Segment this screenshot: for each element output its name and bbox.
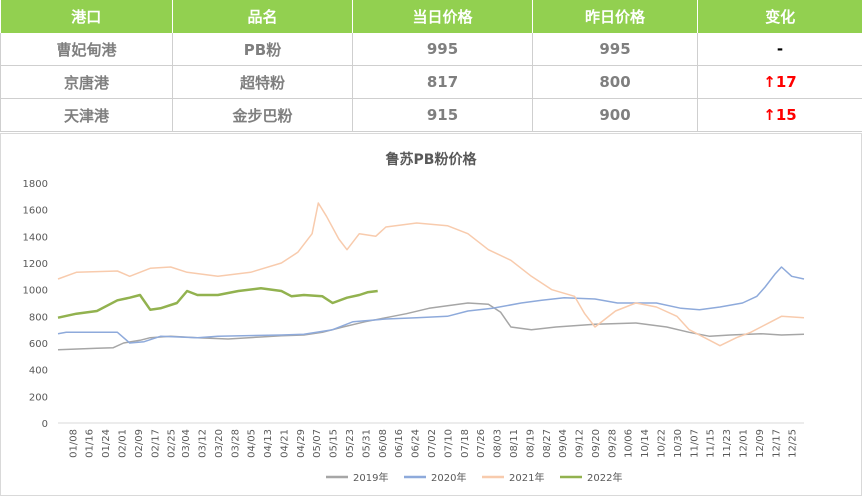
y-tick-label: 1600	[23, 206, 48, 217]
x-tick-label: 07/18	[460, 429, 471, 458]
cell-product: PB粉	[173, 33, 353, 66]
table-row: 天津港 金步巴粉 915 900 ↑15	[1, 99, 862, 132]
x-tick-label: 10/14	[640, 429, 651, 458]
header-product: 品名	[173, 0, 353, 33]
x-tick-label: 01/16	[85, 429, 96, 458]
x-tick-label: 10/22	[657, 429, 668, 458]
x-tick-label: 04/29	[296, 429, 307, 458]
price-table: 港口 品名 当日价格 昨日价格 变化 曹妃甸港 PB粉 995 995 - 京唐…	[0, 0, 862, 132]
header-change: 变化	[698, 0, 862, 33]
legend-label: 2022年	[587, 471, 622, 484]
x-tick-label: 03/04	[181, 429, 192, 458]
table-row: 曹妃甸港 PB粉 995 995 -	[1, 33, 862, 66]
price-chart: 鲁苏PB粉价格 0 200 400 600 800 1000 1200 1400 1600 180…	[0, 133, 862, 496]
x-tick-label: 10/06	[624, 429, 635, 458]
cell-change: -	[698, 33, 862, 66]
cell-product: 超特粉	[173, 66, 353, 99]
x-tick-label: 01/08	[68, 429, 79, 458]
cell-port: 天津港	[1, 99, 173, 132]
x-tick-label: 02/09	[134, 429, 145, 458]
y-tick-label: 1400	[23, 232, 48, 243]
x-tick-label: 02/25	[167, 429, 178, 458]
line-chart: 鲁苏PB粉价格 0 200 400 600 800 1000 1200 1400 1600 180…	[1, 134, 861, 495]
legend: 2019年 2020年 2021年 2022年	[326, 471, 622, 484]
x-tick-label: 03/28	[230, 429, 241, 458]
y-tick-label: 1000	[23, 286, 48, 297]
cell-today-price: 817	[353, 66, 533, 99]
x-tick-label: 03/20	[214, 429, 225, 458]
legend-label: 2019年	[353, 471, 388, 484]
legend-label: 2021年	[509, 471, 544, 484]
series-line-2021年	[58, 203, 804, 346]
x-tick-label: 12/25	[788, 429, 799, 458]
y-tick-label: 1800	[23, 179, 48, 190]
x-tick-label: 12/09	[755, 429, 766, 458]
x-tick-label: 09/28	[607, 429, 618, 458]
cell-product: 金步巴粉	[173, 99, 353, 132]
x-tick-label: 07/26	[476, 429, 487, 458]
cell-today-price: 995	[353, 33, 533, 66]
series-line-2022年	[58, 288, 378, 317]
x-tick-label: 08/19	[525, 429, 536, 458]
table-row: 京唐港 超特粉 817 800 ↑17	[1, 66, 862, 99]
x-tick-label: 02/01	[118, 429, 129, 458]
table-header-row: 港口 品名 当日价格 昨日价格 变化	[1, 0, 862, 33]
x-tick-label: 12/17	[771, 429, 782, 458]
y-tick-label: 800	[29, 312, 48, 323]
x-tick-label: 05/23	[345, 429, 356, 458]
x-tick-label: 11/23	[722, 429, 733, 458]
x-tick-label: 09/12	[575, 429, 586, 458]
x-tick-label: 06/24	[411, 429, 422, 458]
cell-change: ↑17	[698, 66, 862, 99]
cell-yesterday-price: 800	[533, 66, 698, 99]
x-tick-label: 04/05	[247, 429, 258, 458]
y-tick-label: 200	[29, 392, 48, 403]
x-tick-label: 05/07	[312, 429, 323, 458]
series-group	[58, 203, 804, 350]
cell-port: 京唐港	[1, 66, 173, 99]
x-tick-label: 02/17	[150, 429, 161, 458]
chart-title: 鲁苏PB粉价格	[385, 151, 478, 168]
series-line-2019年	[58, 303, 804, 350]
header-today-price: 当日价格	[353, 0, 533, 33]
x-tick-label: 04/21	[279, 429, 290, 458]
x-tick-label: 04/13	[263, 429, 274, 458]
header-port: 港口	[1, 0, 173, 33]
cell-yesterday-price: 900	[533, 99, 698, 132]
y-tick-label: 400	[29, 366, 48, 377]
y-tick-label: 600	[29, 339, 48, 350]
x-tick-label: 09/20	[591, 429, 602, 458]
x-tick-label: 10/30	[673, 429, 684, 458]
y-tick-label: 0	[42, 419, 48, 430]
cell-today-price: 915	[353, 99, 533, 132]
y-tick-label: 1200	[23, 259, 48, 270]
x-tick-label: 09/04	[558, 429, 569, 458]
x-tick-label: 05/15	[329, 429, 340, 458]
x-tick-label: 06/16	[394, 429, 405, 458]
cell-yesterday-price: 995	[533, 33, 698, 66]
x-tick-label: 08/11	[509, 429, 520, 458]
cell-port: 曹妃甸港	[1, 33, 173, 66]
x-tick-label: 07/02	[427, 429, 438, 458]
x-tick-label: 03/12	[197, 429, 208, 458]
x-tick-label: 11/15	[706, 429, 717, 458]
x-tick-label: 11/07	[689, 429, 700, 458]
x-tick-label: 01/24	[101, 429, 112, 458]
x-tick-label: 05/31	[361, 429, 372, 458]
y-axis: 0 200 400 600 800 1000 1200 1400 1600 1800	[23, 179, 48, 430]
cell-change: ↑15	[698, 99, 862, 132]
x-tick-label: 08/27	[542, 429, 553, 458]
x-tick-label: 12/01	[739, 429, 750, 458]
header-yesterday-price: 昨日价格	[533, 0, 698, 33]
x-tick-label: 06/08	[378, 429, 389, 458]
x-tick-label: 08/03	[493, 429, 504, 458]
x-tick-label: 07/10	[443, 429, 454, 458]
legend-label: 2020年	[431, 471, 466, 484]
